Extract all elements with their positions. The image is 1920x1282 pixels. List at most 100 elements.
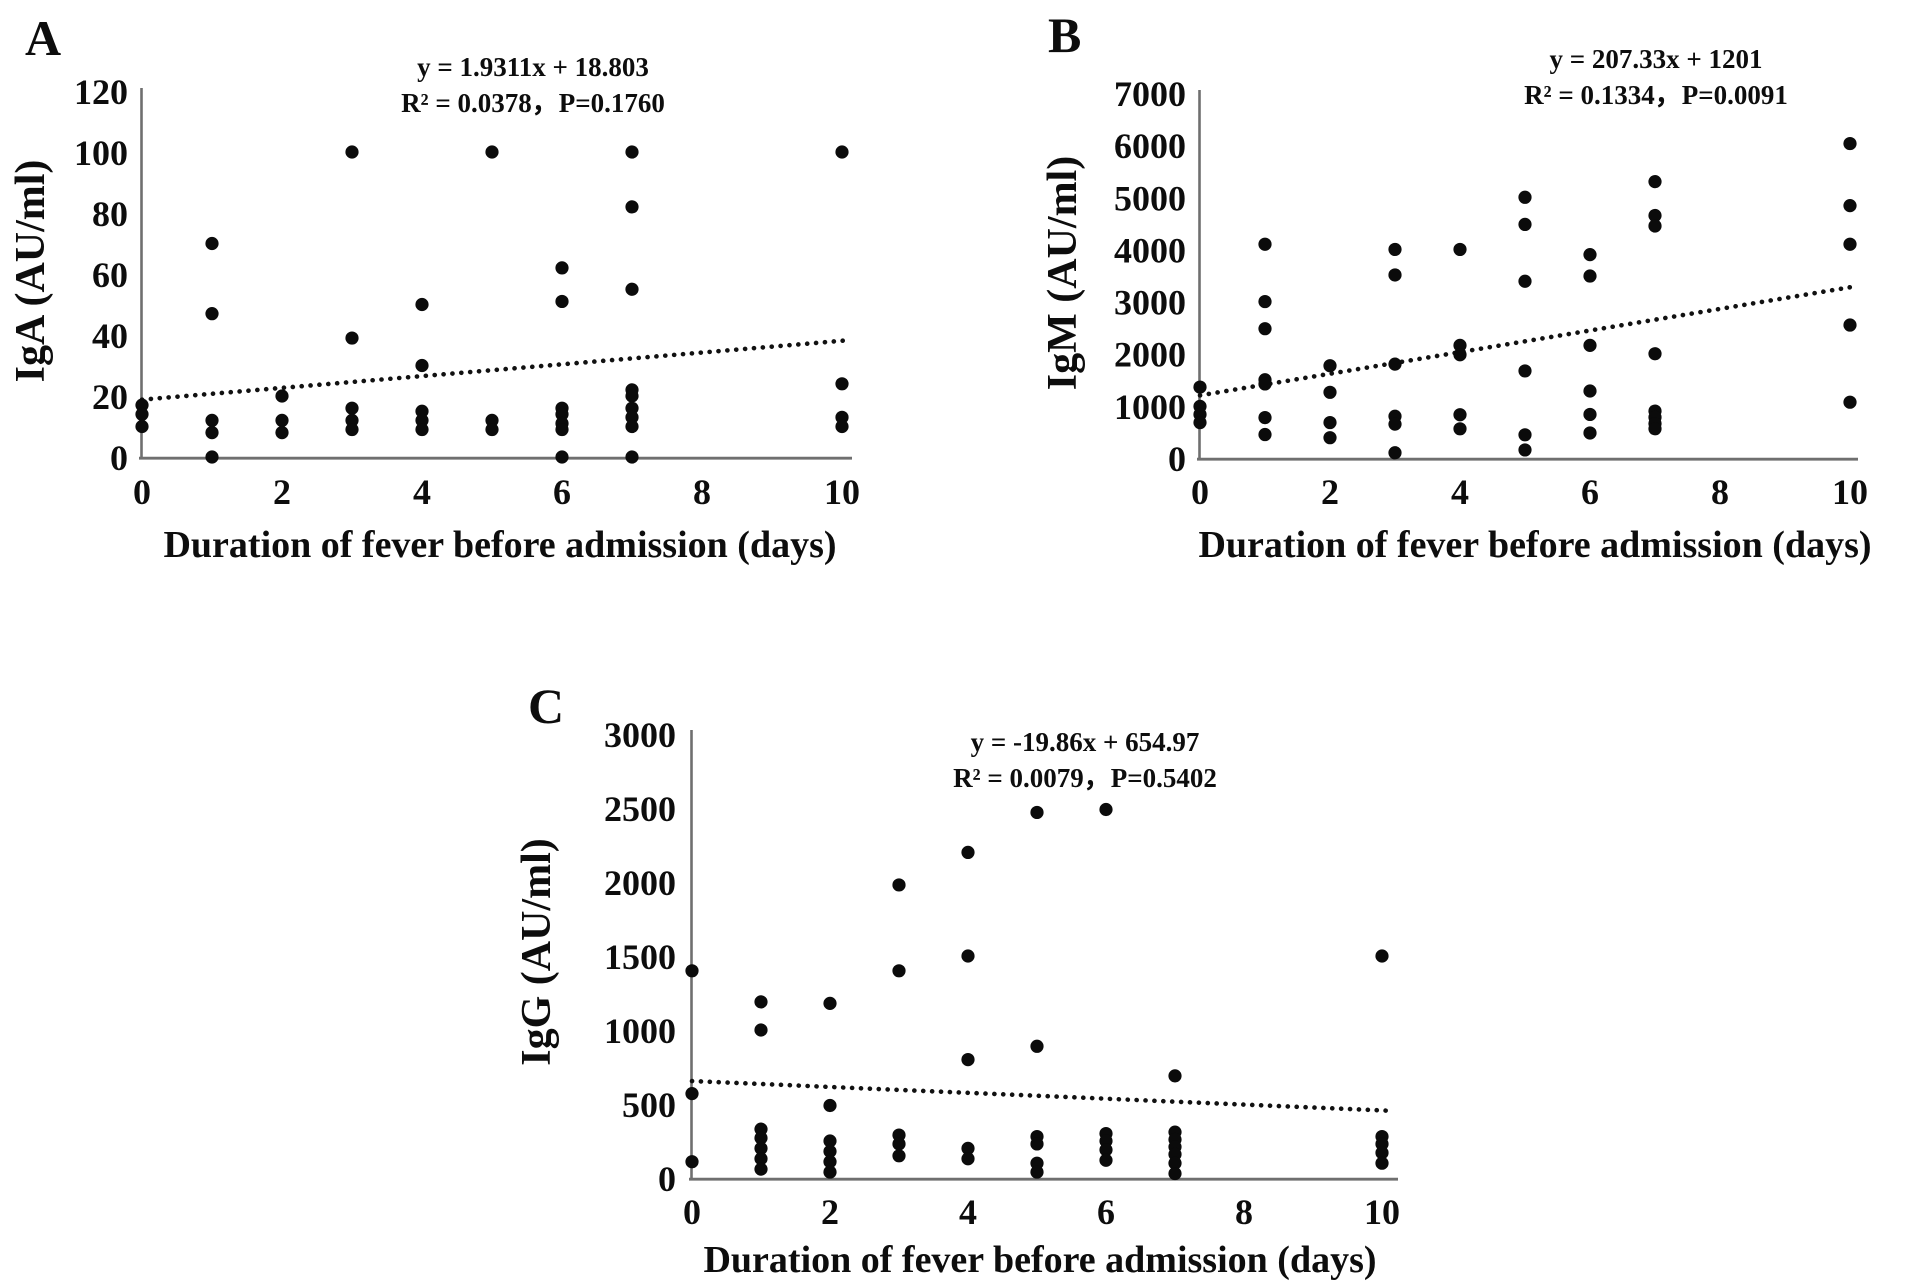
- y-axis-title-a: IgA (AU/ml): [8, 160, 54, 383]
- data-point: [415, 422, 429, 437]
- data-point: [961, 1141, 975, 1155]
- data-point: [555, 450, 569, 464]
- data-point: [1030, 805, 1044, 820]
- data-point: [1453, 348, 1467, 362]
- data-point: [1583, 248, 1597, 262]
- x-tick-label: 10: [824, 472, 860, 512]
- data-point: [892, 878, 906, 892]
- y-tick-label: 3000: [1114, 283, 1186, 323]
- data-point: [823, 1098, 837, 1113]
- x-axis-title-a: Duration of fever before admission (days…: [163, 524, 836, 566]
- data-point: [205, 413, 219, 427]
- y-tick-label: 3000: [604, 715, 676, 755]
- data-point: [625, 401, 639, 415]
- data-point: [754, 995, 768, 1009]
- y-tick-label: 60: [92, 255, 128, 295]
- data-point: [415, 358, 429, 373]
- data-point: [892, 1137, 906, 1151]
- data-point: [1258, 237, 1272, 251]
- data-point: [1258, 377, 1272, 391]
- data-point: [625, 282, 639, 296]
- data-point: [275, 426, 289, 440]
- regression-stats-a: R² = 0.0378，P=0.1760: [401, 88, 665, 118]
- data-point: [1099, 802, 1113, 817]
- data-point: [1843, 318, 1857, 332]
- data-point: [754, 1162, 768, 1176]
- x-tick-label: 8: [693, 472, 711, 512]
- trendline: [1197, 284, 1853, 398]
- y-axis-title-c: IgG (AU/ml): [514, 838, 560, 1065]
- data-point: [625, 145, 639, 159]
- y-tick-label: 2500: [604, 789, 676, 829]
- data-point: [415, 297, 429, 312]
- data-point: [205, 307, 219, 321]
- data-point: [1518, 428, 1532, 442]
- data-point: [1583, 407, 1597, 422]
- data-point: [1375, 949, 1389, 963]
- data-point: [1388, 242, 1402, 257]
- data-point: [345, 145, 359, 159]
- data-point: [1388, 417, 1402, 431]
- x-axis-title-b: Duration of fever before admission (days…: [1198, 524, 1871, 566]
- x-tick-label: 10: [1364, 1192, 1400, 1232]
- data-point: [275, 413, 289, 427]
- y-tick-label: 6000: [1114, 126, 1186, 166]
- data-point: [1518, 190, 1532, 204]
- data-point: [1453, 408, 1467, 422]
- x-tick-label: 8: [1711, 472, 1729, 512]
- x-tick-label: 0: [133, 472, 151, 512]
- y-tick-label: 2000: [604, 863, 676, 903]
- x-tick-label: 2: [821, 1192, 839, 1232]
- data-point: [685, 1087, 699, 1101]
- data-point: [1583, 426, 1597, 440]
- trendline: [139, 337, 852, 402]
- data-point: [685, 1155, 699, 1169]
- x-tick-label: 6: [1581, 472, 1599, 512]
- x-axis-title-c: Duration of fever before admission (days…: [703, 1239, 1376, 1281]
- data-point: [555, 407, 569, 421]
- data-point: [135, 407, 149, 421]
- data-point: [754, 1141, 768, 1155]
- data-point: [1518, 274, 1532, 288]
- data-point: [835, 145, 849, 159]
- data-point: [823, 1134, 837, 1148]
- data-point: [1323, 431, 1337, 445]
- data-point: [1583, 269, 1597, 283]
- data-point: [1258, 322, 1272, 336]
- x-tick-label: 8: [1235, 1192, 1253, 1232]
- data-point: [1258, 427, 1272, 442]
- data-point: [1168, 1166, 1182, 1181]
- data-point: [1258, 410, 1272, 425]
- data-point: [835, 419, 849, 434]
- data-point: [485, 413, 499, 427]
- data-point: [275, 389, 289, 403]
- data-point: [415, 413, 429, 427]
- data-point: [1648, 219, 1662, 233]
- x-tick-label: 2: [1321, 472, 1339, 512]
- y-tick-label: 120: [74, 72, 128, 112]
- data-point: [1648, 347, 1662, 361]
- data-point: [1323, 415, 1337, 430]
- regression-equation-b: y = 207.33x + 1201: [1549, 44, 1762, 74]
- y-tick-label: 5000: [1114, 178, 1186, 218]
- data-point: [1030, 1039, 1044, 1053]
- regression-equation-a: y = 1.9311x + 18.803: [417, 52, 649, 82]
- data-point: [1193, 415, 1207, 430]
- data-point: [1168, 1069, 1182, 1083]
- data-point: [485, 422, 499, 437]
- data-point: [1030, 1165, 1044, 1179]
- x-tick-label: 2: [273, 472, 291, 512]
- data-point: [1843, 136, 1857, 151]
- data-point: [823, 996, 837, 1010]
- data-point: [1453, 242, 1467, 257]
- data-point: [754, 1023, 768, 1037]
- x-tick-label: 4: [1451, 472, 1469, 512]
- data-point: [625, 450, 639, 464]
- data-point: [1323, 359, 1337, 373]
- data-point: [345, 413, 359, 427]
- y-tick-label: 2000: [1114, 335, 1186, 375]
- data-point: [1030, 1137, 1044, 1151]
- data-point: [835, 377, 849, 391]
- y-tick-label: 100: [74, 133, 128, 173]
